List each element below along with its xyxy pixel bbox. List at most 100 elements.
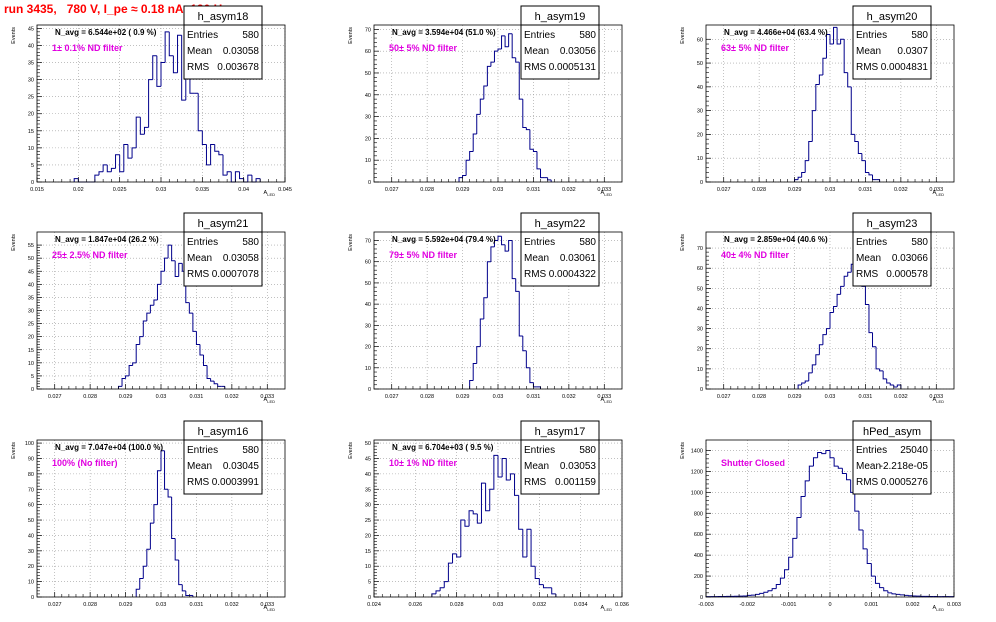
histogram-bin bbox=[815, 354, 820, 365]
histogram-bin bbox=[476, 513, 482, 524]
histogram-bin bbox=[530, 529, 536, 567]
x-tick-label: 0.028 bbox=[450, 602, 464, 608]
histogram-bin bbox=[143, 126, 149, 135]
histogram-title: h_asym16 bbox=[198, 426, 249, 438]
histogram-bin bbox=[501, 35, 506, 49]
x-axis-subscript: LED bbox=[936, 399, 944, 404]
stat-label: Entries bbox=[187, 445, 218, 456]
x-tick-label: 0.033 bbox=[597, 394, 611, 400]
histogram-bin bbox=[210, 378, 215, 382]
x-tick-label: 0.033 bbox=[597, 187, 611, 193]
stats-box bbox=[183, 212, 263, 287]
stat-value: 0.0004831 bbox=[881, 62, 929, 73]
x-tick-label: 0.027 bbox=[385, 187, 399, 193]
histogram-bin bbox=[431, 593, 436, 597]
x-tick-label: 0.029 bbox=[788, 187, 802, 193]
y-tick-label: 0 bbox=[700, 180, 703, 186]
histogram-bin bbox=[825, 34, 830, 59]
histogram-bin bbox=[825, 449, 830, 454]
histogram-bin bbox=[514, 473, 519, 496]
y-axis-title: Events bbox=[11, 442, 17, 459]
histogram-bin bbox=[788, 556, 793, 570]
y-tick-label: 400 bbox=[694, 553, 703, 559]
histogram-bins bbox=[794, 26, 881, 182]
y-tick-label: 60 bbox=[697, 266, 703, 272]
y-tick-label: 60 bbox=[365, 260, 371, 266]
histogram-bin bbox=[808, 372, 813, 381]
histogram-bin bbox=[775, 583, 781, 589]
navg-label: N_avg = 6.704e+03 ( 9.5 %) bbox=[392, 443, 494, 452]
histogram-bin bbox=[251, 175, 257, 183]
x-tick-label: 0.027 bbox=[48, 602, 62, 608]
y-tick-label: 45 bbox=[365, 456, 371, 462]
histogram-bin bbox=[870, 563, 876, 577]
stats-box bbox=[520, 212, 600, 287]
stats-box bbox=[520, 420, 600, 495]
y-tick-label: 60 bbox=[28, 503, 34, 509]
histogram-panel: 0.027 0.028 0.029 0.03 0.031 0.032 0.033 0 10 20 3… bbox=[680, 5, 955, 197]
y-tick-label: 0 bbox=[368, 387, 371, 393]
histogram-bin bbox=[525, 127, 530, 131]
histogram-bin bbox=[746, 594, 752, 596]
x-axis-title: ALED bbox=[933, 190, 945, 197]
histogram-bin bbox=[486, 65, 491, 87]
filter-label: 63± 5% ND filter bbox=[721, 43, 789, 53]
stat-value: 0.0003991 bbox=[212, 477, 260, 488]
histogram-bin bbox=[472, 133, 477, 152]
histogram-bin bbox=[796, 516, 802, 539]
y-tick-label: 30 bbox=[28, 309, 34, 315]
navg-label: N_avg = 4.466e+04 (63.4 %) bbox=[724, 28, 828, 37]
y-tick-label: 45 bbox=[28, 26, 34, 32]
y-tick-label: 20 bbox=[28, 112, 34, 118]
histogram-bin bbox=[171, 496, 176, 540]
histogram-bin bbox=[479, 318, 484, 347]
y-axis-title: Events bbox=[11, 27, 17, 44]
stat-label: Mean bbox=[187, 253, 212, 264]
histogram-bin bbox=[472, 363, 477, 381]
histogram-bin bbox=[490, 246, 495, 262]
histogram-bin bbox=[547, 177, 552, 181]
histogram-bin bbox=[784, 569, 789, 579]
histogram-bin bbox=[522, 99, 527, 128]
histogram-bin bbox=[464, 520, 470, 527]
y-tick-label: 10 bbox=[697, 156, 703, 162]
histogram-bin bbox=[529, 367, 534, 384]
histogram-bin bbox=[171, 245, 176, 262]
histogram-bin bbox=[490, 61, 495, 67]
histogram-bin bbox=[110, 167, 116, 172]
x-axis-subscript: LED bbox=[267, 192, 275, 197]
y-tick-label: 70 bbox=[365, 238, 371, 244]
histogram-bin bbox=[825, 328, 830, 335]
histogram-bin bbox=[480, 482, 486, 524]
x-tick-label: 0.028 bbox=[752, 394, 766, 400]
navg-label: N_avg = 2.859e+04 (40.6 %) bbox=[724, 235, 828, 244]
histogram-bin bbox=[160, 450, 165, 471]
histogram-bins bbox=[458, 33, 552, 182]
histogram-bin bbox=[804, 160, 809, 173]
histogram-bin bbox=[476, 346, 481, 364]
histogram-bin bbox=[833, 305, 838, 313]
histogram-bin bbox=[509, 473, 515, 481]
y-tick-label: 40 bbox=[697, 85, 703, 91]
histogram-bin bbox=[811, 364, 816, 373]
x-axis-subscript: LED bbox=[267, 607, 275, 612]
histogram-bin bbox=[858, 511, 864, 531]
histogram-title: h_asym21 bbox=[198, 218, 249, 230]
histogram-bin bbox=[146, 312, 151, 321]
histogram-bin bbox=[153, 504, 158, 524]
histogram-bin bbox=[836, 293, 841, 307]
histogram-bin bbox=[203, 354, 208, 366]
histogram-bin bbox=[167, 489, 172, 498]
x-tick-label: 0.031 bbox=[859, 187, 873, 193]
histogram-bin bbox=[893, 384, 898, 388]
filter-label: 25± 2.5% ND filter bbox=[52, 250, 128, 260]
histogram-title: h_asym19 bbox=[535, 11, 586, 23]
y-tick-label: 15 bbox=[365, 549, 371, 555]
histogram-bin bbox=[822, 57, 827, 75]
histogram-bin bbox=[862, 530, 868, 550]
stat-label: RMS bbox=[856, 477, 879, 488]
y-tick-label: 5 bbox=[368, 580, 371, 586]
histogram-bin bbox=[139, 336, 144, 345]
histogram-bin bbox=[153, 299, 158, 306]
